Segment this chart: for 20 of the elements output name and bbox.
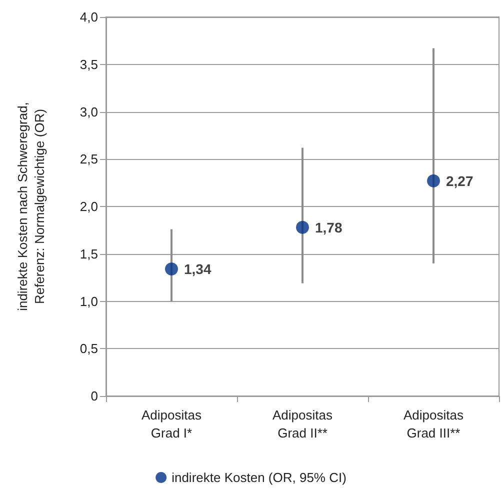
y-tick-label: 1,0 bbox=[80, 294, 98, 309]
x-tick-label: Adipositas Grad III** bbox=[404, 408, 464, 440]
data-label: 1,34 bbox=[184, 261, 212, 278]
point bbox=[296, 220, 309, 234]
data-label: 1,78 bbox=[315, 219, 342, 236]
point bbox=[427, 174, 440, 188]
y-axis-title: indirekte Kosten nach Schweregrad, Referenz: Normalgewichtige (OR) bbox=[15, 102, 47, 311]
y-tick-label: 0 bbox=[90, 388, 98, 404]
x-tick-label: Adipositas Grad I* bbox=[142, 408, 202, 440]
data-label: 2,27 bbox=[446, 172, 474, 189]
y-tick-label: 2,5 bbox=[80, 152, 98, 167]
y-tick-label: 1,5 bbox=[80, 246, 98, 262]
x-tick-label: Adipositas Grad II** bbox=[272, 408, 333, 440]
y-tick-label: 3,0 bbox=[80, 104, 98, 120]
y-tick-label: 0,5 bbox=[80, 341, 98, 356]
y-tick-label: 2,0 bbox=[80, 199, 98, 214]
y-tick-label: 4,0 bbox=[80, 10, 98, 24]
y-tick-label: 3,5 bbox=[80, 56, 98, 72]
point bbox=[165, 262, 178, 276]
legend-label: indirekte Kosten (OR, 95% CI) bbox=[172, 470, 346, 485]
